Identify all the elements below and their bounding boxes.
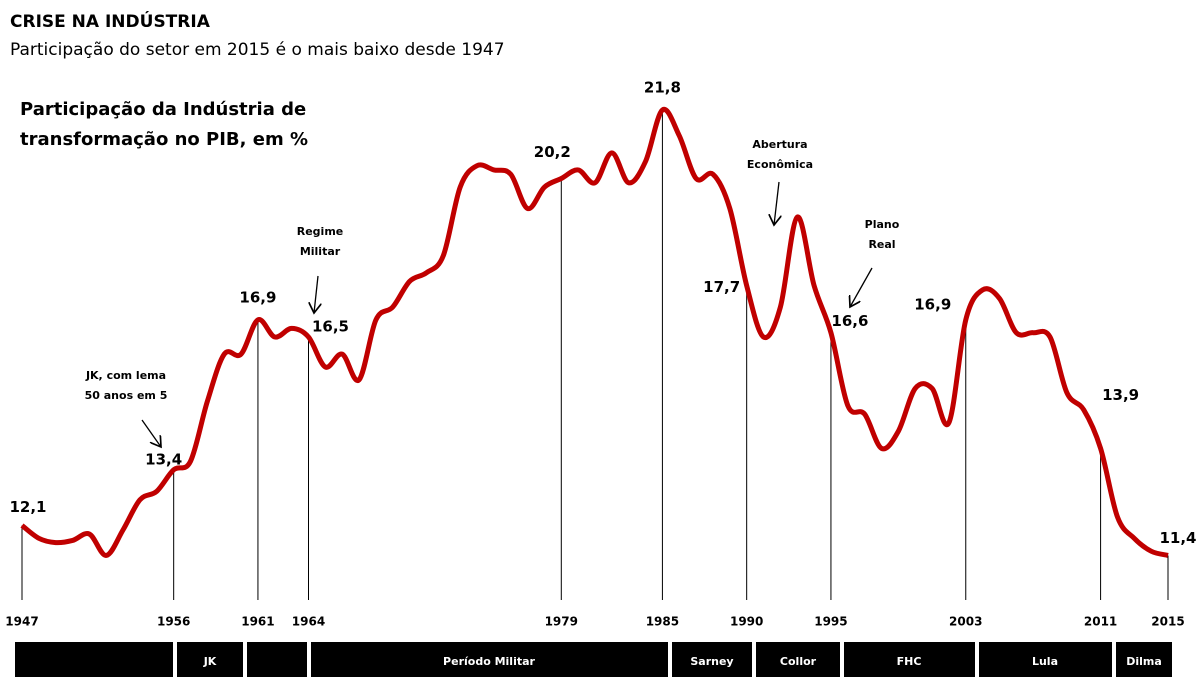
period: [311, 642, 668, 677]
series-line: [20, 106, 1169, 558]
annotation: Real: [868, 238, 895, 251]
x-tick-label: 1995: [814, 615, 847, 629]
value-label: 16,5: [312, 318, 349, 336]
x-tick-label: 2003: [949, 615, 982, 629]
annotation: Abertura: [752, 138, 807, 151]
annotation: JK, com lema: [85, 369, 166, 382]
y-label: Participação da Indústria de: [20, 99, 306, 120]
value-label: 11,4: [1159, 529, 1196, 547]
value-label: 17,7: [703, 278, 740, 296]
period-label: JK: [203, 655, 217, 668]
period-label: Collor: [780, 655, 817, 668]
value-label: 20,2: [534, 143, 571, 161]
annotation: 50 anos em 5: [85, 389, 168, 402]
value-label: 13,4: [145, 450, 182, 468]
period: [1116, 642, 1172, 677]
period-bar: JK Período Militar Sarney Collor FHC Lul…: [15, 642, 1172, 677]
x-tick-label: 1961: [241, 615, 274, 629]
period-label: FHC: [897, 655, 922, 668]
x-tick-label: 1964: [292, 615, 325, 629]
x-tick-label: 2011: [1084, 615, 1117, 629]
value-label: 16,9: [914, 295, 951, 313]
period-label: Lula: [1032, 655, 1058, 668]
value-label: 21,8: [644, 78, 681, 96]
x-tick-label: 1979: [545, 615, 578, 629]
period: [15, 642, 173, 677]
x-tick-label: 1985: [646, 615, 679, 629]
period: [756, 642, 840, 677]
value-label: 16,9: [239, 288, 276, 306]
value-label: 13,9: [1102, 386, 1139, 404]
y-label: transformação no PIB, em %: [20, 129, 308, 150]
x-tick-label: 2015: [1151, 615, 1184, 629]
period: [844, 642, 975, 677]
annotation-arrows: [141, 181, 873, 447]
x-tick-label: 1990: [730, 615, 763, 629]
period: [177, 642, 243, 677]
period-label: Sarney: [690, 655, 733, 668]
period-label: Período Militar: [443, 655, 535, 668]
period: [979, 642, 1112, 677]
annotation: Regime: [297, 225, 344, 238]
period-label: Dilma: [1126, 655, 1162, 668]
period: [247, 642, 307, 677]
chart-subtitle: Participação do setor em 2015 é o mais b…: [10, 40, 505, 60]
chart-title: CRISE NA INDÚSTRIA: [10, 10, 211, 32]
x-tick-label: 1956: [157, 615, 190, 629]
period: [672, 642, 752, 677]
value-label: 12,1: [9, 498, 46, 516]
annotation: Militar: [300, 245, 341, 258]
x-tick-label: 1947: [5, 615, 38, 629]
value-label: 16,6: [831, 312, 868, 330]
annotation: Plano: [865, 218, 900, 231]
annotation: Econômica: [747, 158, 813, 171]
